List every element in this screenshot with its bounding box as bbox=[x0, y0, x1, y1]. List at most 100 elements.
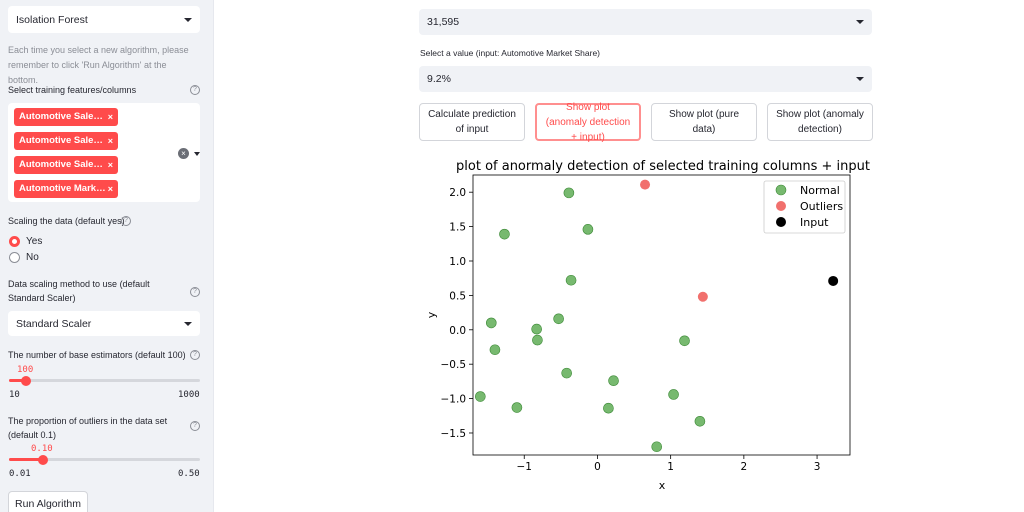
point-outliers bbox=[697, 291, 708, 302]
y-tick-label: 0.5 bbox=[449, 290, 466, 302]
legend-marker-input bbox=[776, 217, 786, 227]
y-tick-label: 2.0 bbox=[449, 187, 466, 199]
estimators-slider-fill bbox=[9, 379, 27, 382]
y-tick-label: −1.5 bbox=[441, 428, 467, 440]
point-normal bbox=[561, 367, 573, 379]
chevron-down-icon bbox=[184, 321, 192, 326]
legend-outliers: Outliers bbox=[800, 200, 843, 213]
feature-tag-label: Automotive Sale… bbox=[19, 111, 103, 122]
help-icon[interactable]: ? bbox=[190, 350, 200, 360]
algorithm-select[interactable]: Isolation Forest bbox=[8, 6, 200, 33]
point-normal bbox=[553, 313, 564, 325]
point-normal bbox=[475, 391, 486, 402]
x-tick-label: 1 bbox=[667, 461, 674, 473]
remove-tag-icon[interactable]: × bbox=[107, 184, 113, 194]
feature-tag-label: Automotive Sale… bbox=[19, 159, 103, 170]
point-outliers bbox=[640, 179, 651, 190]
show-plot-anomaly-input-button[interactable]: Show plot (anomaly detection + input) bbox=[535, 102, 641, 143]
outliers-min: 0.01 bbox=[9, 469, 31, 479]
value-select-value: 9.2% bbox=[427, 73, 451, 85]
radio-checked-icon bbox=[9, 236, 20, 247]
show-plot-anomaly-button[interactable]: Show plot (anomaly detection) bbox=[767, 103, 873, 141]
clear-all-icon[interactable]: × bbox=[178, 148, 189, 159]
input-select[interactable]: 31,595 bbox=[419, 9, 872, 35]
scaling-label: Scaling the data (default yes) bbox=[8, 216, 125, 226]
legend-marker-outliers bbox=[776, 201, 786, 211]
sidebar: Isolation Forest Each time you select a … bbox=[0, 0, 214, 512]
help-icon[interactable]: ? bbox=[121, 216, 131, 226]
legend-normal: Normal bbox=[800, 184, 840, 197]
value-label: Select a value (input: Automotive Market… bbox=[420, 48, 601, 58]
scaling-method-select[interactable]: Standard Scaler bbox=[8, 311, 200, 336]
point-normal bbox=[651, 441, 663, 453]
x-axis-label: x bbox=[659, 479, 666, 492]
calculate-prediction-button[interactable]: Calculate prediction of input bbox=[419, 103, 525, 141]
chevron-down-icon bbox=[856, 77, 864, 81]
x-tick-label: 3 bbox=[814, 461, 821, 473]
feature-tag: Automotive Mark… × bbox=[14, 180, 118, 198]
scaling-method-value: Standard Scaler bbox=[16, 317, 92, 330]
legend-marker-normal bbox=[775, 184, 787, 196]
remove-tag-icon[interactable]: × bbox=[107, 136, 113, 146]
y-tick-label: 1.0 bbox=[449, 256, 466, 268]
radio-no[interactable]: No bbox=[9, 252, 39, 263]
feature-tag: Automotive Sale… × bbox=[14, 132, 118, 150]
estimators-value: 100 bbox=[17, 365, 34, 375]
point-input bbox=[828, 275, 839, 286]
chevron-down-icon bbox=[856, 20, 864, 24]
input-select-value: 31,595 bbox=[427, 16, 460, 28]
data-points bbox=[475, 179, 839, 453]
point-normal bbox=[565, 274, 577, 286]
y-axis: −1.5 −1.0 −0.5 0.0 0.5 1.0 1.5 2.0 bbox=[441, 187, 473, 440]
point-normal bbox=[499, 228, 510, 240]
estimators-max: 1000 bbox=[178, 390, 200, 400]
x-tick-label: −1 bbox=[517, 461, 532, 473]
estimators-label: The number of base estimators (default 1… bbox=[8, 350, 186, 360]
x-axis: −1 0 1 2 3 bbox=[517, 455, 821, 473]
y-tick-label: 1.5 bbox=[449, 222, 466, 234]
legend: Normal Outliers Input bbox=[763, 180, 846, 234]
help-icon[interactable]: ? bbox=[190, 421, 200, 431]
method-label: Data scaling method to use (default Stan… bbox=[8, 279, 150, 303]
outliers-slider-fill bbox=[9, 458, 44, 461]
help-icon[interactable]: ? bbox=[190, 287, 200, 297]
outliers-slider-thumb[interactable] bbox=[38, 454, 49, 465]
estimators-slider-thumb[interactable] bbox=[21, 375, 32, 386]
y-tick-label: −1.0 bbox=[441, 394, 467, 406]
scatter-plot: plot of anormaly detection of selected t… bbox=[425, 159, 870, 492]
outliers-label: The proportion of outliers in the data s… bbox=[8, 416, 168, 440]
estimators-min: 10 bbox=[9, 390, 20, 400]
radio-yes-label: Yes bbox=[26, 236, 43, 247]
point-normal bbox=[489, 344, 501, 356]
remove-tag-icon[interactable]: × bbox=[107, 112, 113, 122]
features-multiselect[interactable]: Automotive Sale… × Automotive Sale… × Auto… bbox=[8, 103, 200, 202]
point-normal bbox=[531, 323, 542, 335]
run-algorithm-button[interactable]: Run Algorithm bbox=[8, 491, 88, 512]
outliers-value: 0.10 bbox=[31, 444, 53, 454]
show-plot-pure-data-button[interactable]: Show plot (pure data) bbox=[651, 103, 757, 141]
plot-area bbox=[472, 174, 851, 456]
radio-no-label: No bbox=[26, 252, 39, 263]
value-select[interactable]: 9.2% bbox=[419, 66, 872, 92]
point-normal bbox=[563, 187, 575, 199]
outliers-slider[interactable] bbox=[9, 454, 200, 465]
legend-input: Input bbox=[800, 216, 829, 229]
point-normal bbox=[486, 317, 497, 329]
feature-tag: Automotive Sale… × bbox=[14, 108, 118, 126]
algorithm-select-value: Isolation Forest bbox=[16, 13, 88, 26]
feature-tag-label: Automotive Sale… bbox=[19, 135, 103, 146]
estimators-slider[interactable] bbox=[9, 375, 200, 386]
y-axis-label: y bbox=[425, 311, 438, 318]
y-tick-label: −0.5 bbox=[441, 359, 467, 371]
radio-yes[interactable]: Yes bbox=[9, 236, 42, 247]
help-icon[interactable]: ? bbox=[190, 85, 200, 95]
remove-tag-icon[interactable]: × bbox=[107, 160, 113, 170]
feature-tag: Automotive Sale… × bbox=[14, 156, 118, 174]
chevron-down-icon[interactable] bbox=[194, 152, 200, 156]
point-normal bbox=[679, 335, 690, 347]
x-tick-label: 0 bbox=[594, 461, 601, 473]
features-label: Select training features/columns bbox=[8, 85, 137, 95]
point-normal bbox=[608, 375, 619, 387]
chevron-down-icon bbox=[184, 17, 192, 22]
radio-unchecked-icon bbox=[9, 252, 20, 263]
